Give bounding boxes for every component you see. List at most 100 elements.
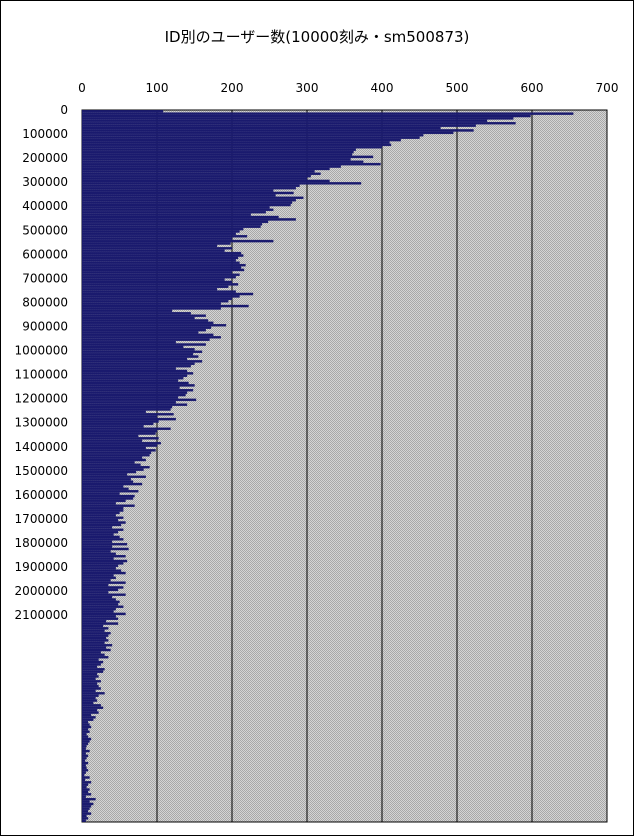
bar [81,300,229,303]
bar [81,745,87,748]
bar [81,624,104,628]
bar [81,420,159,423]
bar [81,114,531,118]
bar [81,340,176,344]
bar [81,656,109,659]
y-tick-label: 1700000 [15,512,68,526]
bar [81,723,90,726]
bar [81,453,150,457]
bar [81,634,109,637]
bar [81,417,176,421]
bar [81,807,90,810]
bar [81,441,161,445]
bar [81,610,114,613]
bar [81,381,189,385]
bar [81,771,86,774]
bar [81,521,126,524]
bar [81,283,239,286]
bar [81,170,315,173]
bar [81,773,85,777]
bar [81,538,124,541]
x-axis-tick-labels: 0 100 200 300 400 500 600 700 [78,81,618,95]
bar [81,410,146,414]
bar [81,186,296,190]
bar [81,343,206,346]
bar [81,576,116,580]
bar [81,716,96,719]
bar [81,179,330,183]
bar [81,312,191,315]
bar [81,316,195,320]
y-tick-label: 300000 [22,175,68,189]
bar [81,215,279,219]
bar [81,689,96,693]
bar [81,769,89,772]
bar [81,509,124,512]
bar [81,711,99,714]
bar [81,735,89,738]
bar [81,480,134,483]
bar [81,583,109,587]
bar [81,206,270,209]
bar [81,439,143,442]
bar [81,776,90,779]
y-tick-label: 1400000 [15,440,68,454]
bar [81,302,221,305]
bar [81,263,246,267]
bar [81,615,116,618]
bar [81,458,146,462]
bar [81,504,135,507]
bar [81,550,111,553]
bar [81,651,101,654]
bar [81,603,119,606]
y-tick-label: 1200000 [15,392,68,406]
bar [81,326,212,329]
bar [81,478,131,481]
bar [81,720,89,724]
bar [81,278,225,281]
bar [81,146,383,149]
bar [81,389,194,392]
x-tick-label: 300 [296,81,319,95]
bar [81,242,231,245]
y-tick-label: 200000 [22,151,68,165]
bar [81,749,90,753]
bar [81,535,120,539]
bar [81,451,152,454]
bar [81,336,221,339]
bar [81,444,158,447]
bar [81,752,86,755]
bar [81,429,158,433]
bar [81,757,87,760]
bar [81,256,239,260]
bar [81,386,180,390]
bar [81,658,99,661]
bar [81,663,101,666]
bar [81,403,188,406]
bar [81,754,89,758]
bar [81,574,114,577]
x-tick-label: 400 [371,81,394,95]
bar [81,672,98,676]
bar [81,307,221,310]
bar [81,360,203,363]
bar [81,579,111,582]
bar [81,345,184,349]
bar [81,636,107,640]
bar [81,627,109,630]
bar [81,800,90,803]
bar [81,220,269,224]
bar [81,292,254,296]
bar [81,376,184,380]
bar [81,379,179,382]
bar [81,670,104,673]
bar [81,675,99,678]
bar [81,251,242,255]
bar [81,783,89,786]
bar [81,593,126,596]
y-tick-label: 500000 [22,223,68,237]
y-tick-label: 1300000 [15,416,68,430]
bar [81,352,194,356]
bar [81,639,109,642]
bar [81,694,99,697]
